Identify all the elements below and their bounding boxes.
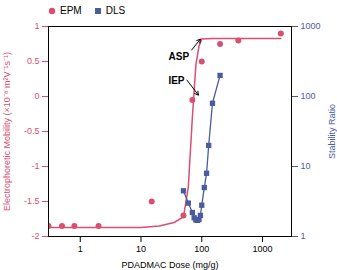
- svg-text:100: 100: [194, 244, 209, 254]
- svg-text:-2: -2: [31, 231, 39, 241]
- svg-text:-1: -1: [31, 161, 39, 171]
- svg-text:0: 0: [34, 91, 39, 101]
- svg-text:-0.5: -0.5: [24, 126, 40, 136]
- svg-text:1000: 1000: [252, 244, 272, 254]
- svg-text:IEP: IEP: [168, 75, 184, 86]
- svg-text:0.5: 0.5: [27, 56, 40, 66]
- svg-text:PDADMAC Dose (mg/g): PDADMAC Dose (mg/g): [121, 260, 218, 270]
- svg-text:10: 10: [136, 244, 146, 254]
- svg-text:10: 10: [301, 161, 311, 171]
- html-text:DLS: DLS: [105, 5, 126, 16]
- svg-text:Stability Ratio: Stability Ratio: [327, 104, 337, 159]
- svg-text:1: 1: [78, 244, 83, 254]
- svg-text:-1.5: -1.5: [24, 196, 40, 206]
- svg-text:Electrophoretic Mobility (×10⁻: Electrophoretic Mobility (×10⁻⁸ m²V⁻¹s⁻¹…: [2, 52, 12, 211]
- svg-text:1000: 1000: [301, 21, 321, 31]
- svg-text:100: 100: [301, 91, 316, 101]
- svg-text:1: 1: [301, 231, 306, 241]
- svg-text:ASP: ASP: [169, 51, 190, 62]
- svg-text:1: 1: [34, 21, 39, 31]
- html-text:EPM: EPM: [60, 5, 82, 16]
